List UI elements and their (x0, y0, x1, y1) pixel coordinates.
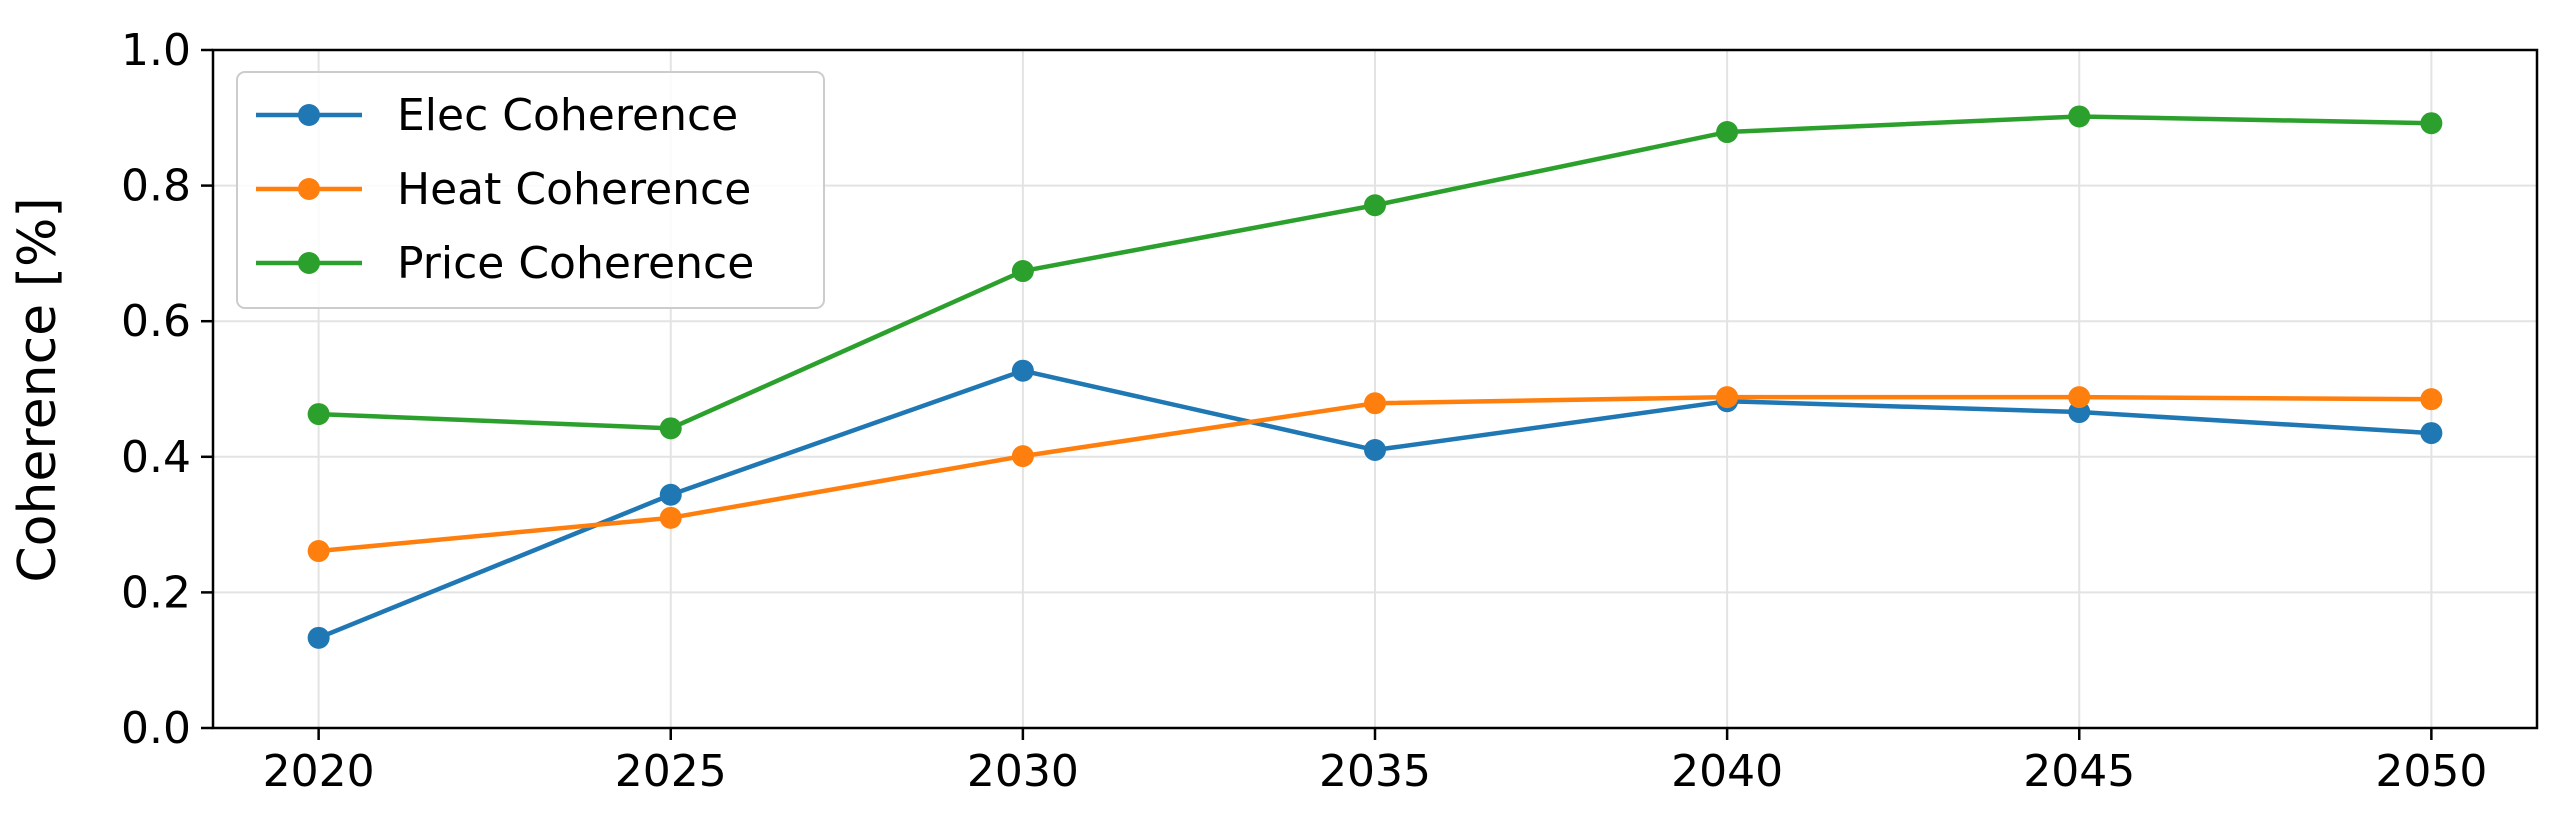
legend-label-elec-coherence: Elec Coherence (397, 90, 738, 141)
price-coherence-point (2420, 112, 2443, 135)
legend-marker-heat-coherence (298, 178, 320, 200)
y-tick-label: 0.6 (121, 296, 191, 347)
heat-coherence-point (1011, 445, 1034, 468)
x-tick-label: 2040 (1671, 746, 1783, 797)
elec-coherence-point (1364, 439, 1386, 462)
y-axis-title: Coherence [%] (8, 197, 68, 582)
legend-marker-price-coherence (298, 252, 320, 274)
y-tick-label: 0.4 (121, 432, 191, 483)
price-coherence-point (659, 417, 682, 440)
x-tick-label: 2025 (615, 746, 727, 797)
y-tick-label: 1.0 (121, 25, 191, 76)
elec-coherence-point (659, 483, 682, 506)
elec-coherence-point (2420, 422, 2443, 445)
price-coherence-point (2068, 105, 2091, 128)
heat-coherence-point (2068, 386, 2091, 409)
price-coherence-point (1364, 194, 1386, 217)
y-tick-label: 0.0 (121, 703, 191, 754)
y-tick-label: 0.2 (121, 567, 191, 618)
legend-marker-elec-coherence (298, 104, 320, 126)
x-tick-label: 2035 (1319, 746, 1431, 797)
legend-label-heat-coherence: Heat Coherence (397, 164, 751, 215)
heat-coherence-point (2420, 388, 2443, 411)
legend: Elec Coherence Heat Coherence Price Cohere… (236, 71, 825, 309)
heat-coherence-point (307, 540, 330, 563)
y-tick-label: 0.8 (121, 161, 191, 212)
heat-coherence-point (1716, 386, 1739, 409)
axis-ticks: 2020 2025 2030 2035 2040 2045 2050 0.0 0.2 0.4 0.6… (121, 25, 2487, 797)
price-coherence-point (1716, 121, 1739, 144)
legend-box (236, 71, 825, 309)
x-tick-label: 2020 (263, 746, 375, 797)
elec-coherence-point (1011, 359, 1034, 382)
heat-coherence-point (659, 506, 682, 529)
price-coherence-point (307, 403, 330, 426)
x-tick-label: 2045 (2023, 746, 2135, 797)
series-lines (307, 105, 2443, 649)
price-coherence-point (1011, 260, 1034, 283)
x-tick-label: 2050 (2375, 746, 2487, 797)
elec-coherence-point (307, 626, 330, 649)
heat-coherence-point (1364, 392, 1386, 415)
x-tick-label: 2030 (967, 746, 1079, 797)
legend-label-price-coherence: Price Coherence (397, 238, 754, 289)
